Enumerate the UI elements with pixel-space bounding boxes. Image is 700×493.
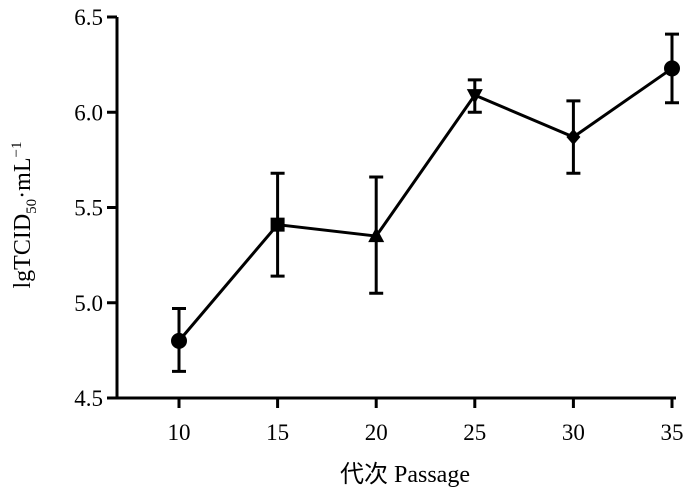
marker-triangle-up [368, 227, 385, 243]
y-tick-label: 5.0 [74, 291, 103, 316]
y-tick-label: 6.0 [74, 100, 103, 125]
y-tick-label: 4.5 [74, 386, 103, 411]
y-tick-label: 6.5 [74, 5, 103, 30]
series-line [177, 67, 673, 342]
x-axis-label: 代次 Passage [340, 461, 470, 488]
marker-circle [171, 332, 187, 349]
y-axis-label-unit: ·mL [10, 157, 36, 198]
x-tick-label: 30 [562, 420, 585, 445]
markers [171, 60, 680, 349]
marker-square [270, 217, 285, 232]
y-axis-label-prefix: lgTCID [10, 214, 36, 289]
x-tick-label: 25 [463, 420, 486, 445]
y-axis-label-subscript: 50 [24, 199, 40, 214]
x-ticks: 10 15 20 25 30 35 [168, 398, 684, 445]
x-tick-label: 10 [168, 420, 191, 445]
marker-circle [664, 60, 680, 77]
x-tick-label: 20 [365, 420, 388, 445]
marker-diamond [566, 129, 581, 146]
y-tick-label: 5.5 [74, 196, 103, 221]
y-axis-label-superscript: −1 [9, 142, 25, 158]
y-axis-label: lgTCID50·mL−1 [9, 142, 40, 289]
series-line-group [177, 67, 673, 342]
marker-triangle-down [466, 89, 483, 105]
x-tick-label: 35 [661, 420, 684, 445]
error-bars [172, 32, 679, 373]
x-tick-label: 15 [266, 420, 289, 445]
y-ticks: 4.5 5.0 5.5 6.0 6.5 [74, 5, 117, 411]
